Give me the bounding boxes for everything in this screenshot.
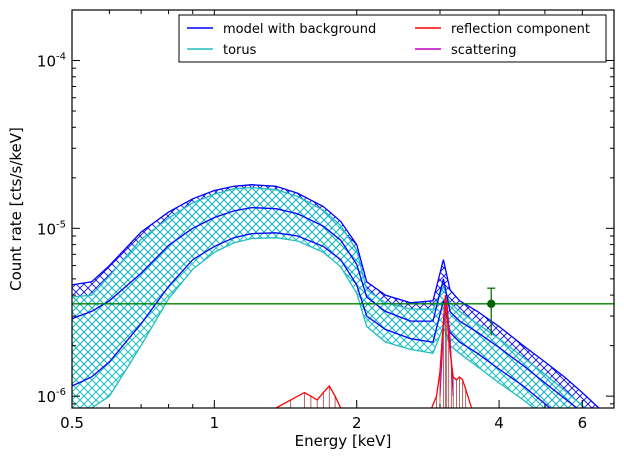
y-axis-label: Count rate [cts/s/keV] [7,127,25,291]
model-median-line [72,206,578,408]
y-tick-base: 10 [37,388,56,406]
y-tick-base: 10 [37,220,56,238]
y-tick-label: 10-4 [37,52,66,71]
x-tick-label: 2 [352,414,362,432]
reflection-line [275,295,473,408]
torus-lower-line [88,237,535,408]
x-axis-label: Energy [keV] [295,432,392,450]
plot-background [72,10,614,408]
legend: model with background torus reflection com… [178,14,607,63]
x-tick-label: 4 [494,414,504,432]
legend-label: reflection component [451,22,590,37]
x-tick-label: 0.5 [60,414,84,432]
y-tick-label: 10-6 [37,387,66,406]
torus-band-hatch [72,187,586,408]
x-tick-label: 6 [578,414,588,432]
model-upper-line [72,184,600,408]
legend-label: torus [223,43,257,58]
y-tick-exponent: -6 [56,387,66,398]
x-tick-label: 1 [210,414,220,432]
model-lower-line [72,232,551,408]
y-tick-exponent: -4 [56,52,66,63]
reflection-hatch [290,295,467,408]
legend-label: scattering [451,43,517,58]
torus-upper-line [72,186,587,408]
y-tick-exponent: -5 [56,219,66,230]
data-point [487,299,496,309]
y-tick-label: 10-5 [37,219,66,238]
legend-box [178,14,607,63]
y-tick-base: 10 [37,53,56,71]
legend-label: model with background [223,22,376,37]
plot-frame [71,9,615,409]
